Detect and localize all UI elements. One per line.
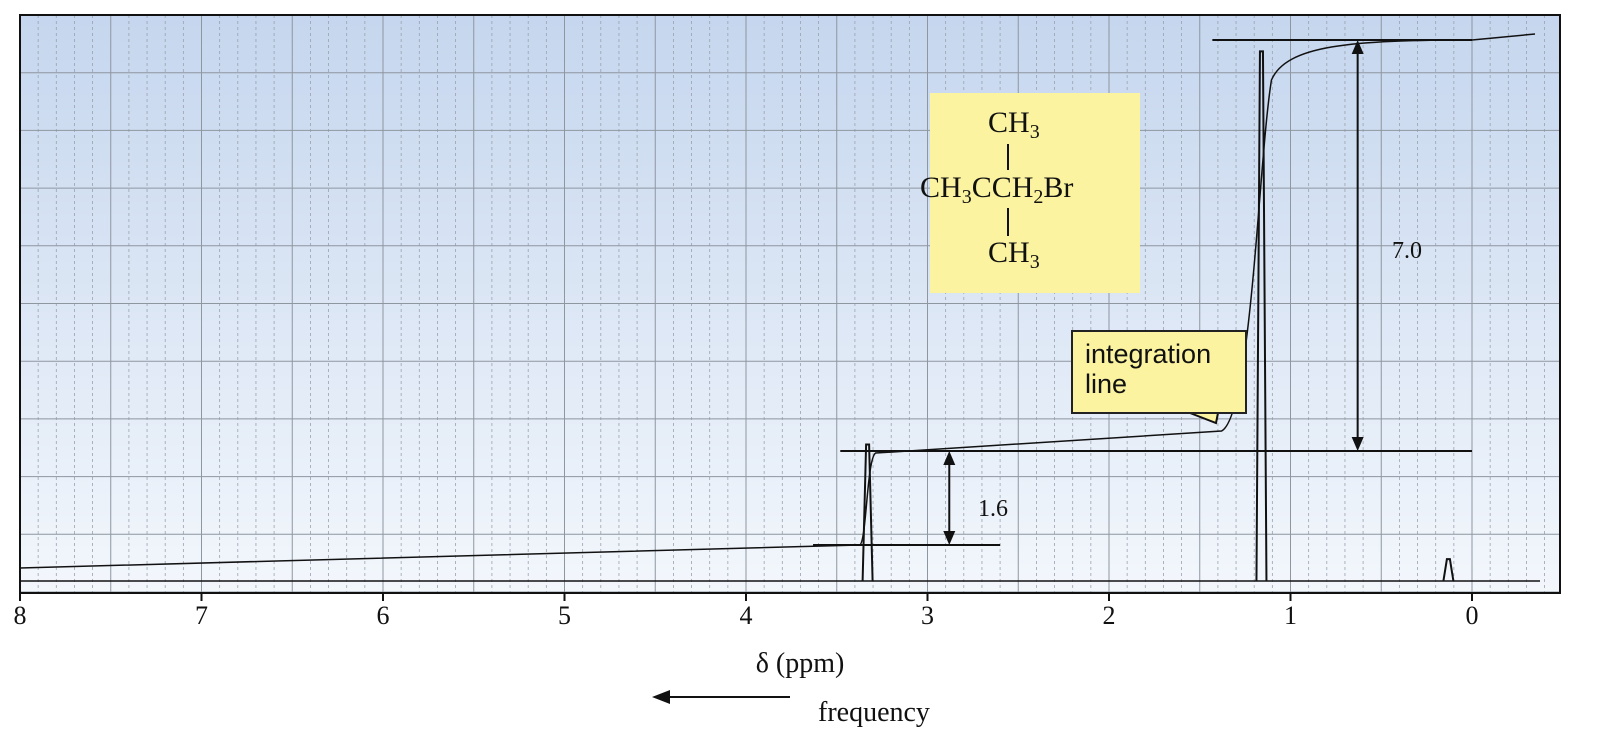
integration-arrow-7-0-head-down — [1351, 437, 1364, 452]
structure-top-bond — [1007, 144, 1009, 170]
x-tick-label-0: 0 — [1466, 601, 1479, 630]
spectrum-peak-0 — [861, 443, 874, 582]
x-tick-label-7: 7 — [195, 601, 208, 630]
structure-main-chain: CH3CCH2Br — [920, 171, 1074, 208]
molecule-structure: CH3 CH3CCH2Br CH3 — [920, 93, 1140, 293]
x-tick-label-6: 6 — [377, 601, 390, 630]
integration-label-1-6: 1.6 — [978, 496, 1008, 522]
x-tick-label-5: 5 — [558, 601, 571, 630]
spectrum-layer — [20, 50, 1540, 582]
integration-layer — [19, 33, 1536, 569]
plot-area-frame — [19, 14, 1561, 594]
integration-arrow-7-0-head-up — [1351, 40, 1364, 54]
x-tick-label-1: 1 — [1284, 601, 1297, 630]
x-tick-label-3: 3 — [921, 601, 934, 630]
spectrum-peak-1 — [1255, 50, 1268, 582]
integration-arrow-1-6-head-down — [943, 531, 956, 545]
x-axis-label: δ (ppm) — [755, 648, 845, 679]
frequency-arrow-head — [652, 690, 670, 704]
x-axis: 8 7 6 5 4 3 2 1 0 — [14, 593, 1479, 630]
structure-bottom-methyl: CH3 — [988, 236, 1040, 273]
frequency-label: frequency — [818, 697, 930, 728]
spectrum-peak-2 — [1442, 558, 1455, 582]
integration-arrow-1-6-head-up — [943, 451, 956, 466]
integration-curve — [19, 33, 1536, 569]
integration-label-7-0: 7.0 — [1392, 238, 1422, 264]
x-tick-label-8: 8 — [14, 601, 27, 630]
x-tick-label-2: 2 — [1103, 601, 1116, 630]
integration-line-callout: integration line — [1071, 330, 1247, 414]
x-tick-label-4: 4 — [740, 601, 753, 630]
structure-bottom-bond — [1007, 208, 1009, 236]
structure-top-methyl: CH3 — [988, 106, 1040, 143]
frequency-arrow — [652, 690, 790, 704]
